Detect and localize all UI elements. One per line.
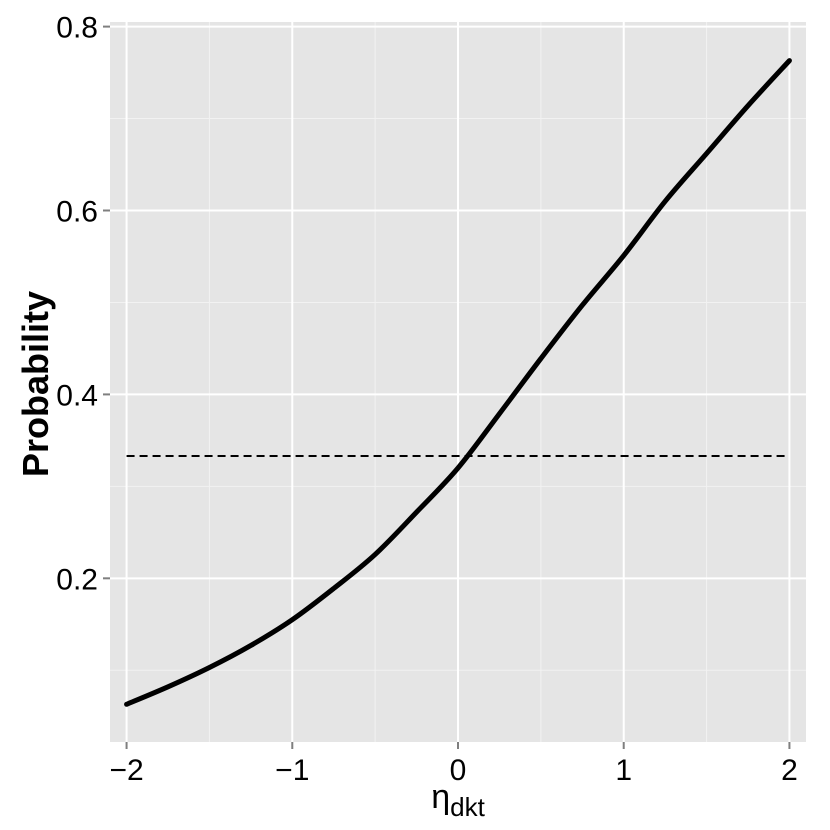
x-axis-title: ηdkt [431,778,485,822]
y-axis-title: Probability [15,291,56,477]
x-tick-label: −1 [275,754,309,787]
x-tick-label: 0 [450,754,467,787]
y-tick-label: 0.6 [56,196,98,229]
probability-curve [124,58,792,707]
y-tick-label: 0.2 [56,563,98,596]
x-tick-label: 1 [615,754,632,787]
y-tick-label: 0.8 [56,12,98,45]
y-tick-label: 0.4 [56,379,98,412]
x-axis-title-subscript: dkt [450,792,485,822]
x-tick-label: −2 [109,754,143,787]
x-axis-title-symbol: η [431,778,450,816]
x-tick-label: 2 [781,754,798,787]
